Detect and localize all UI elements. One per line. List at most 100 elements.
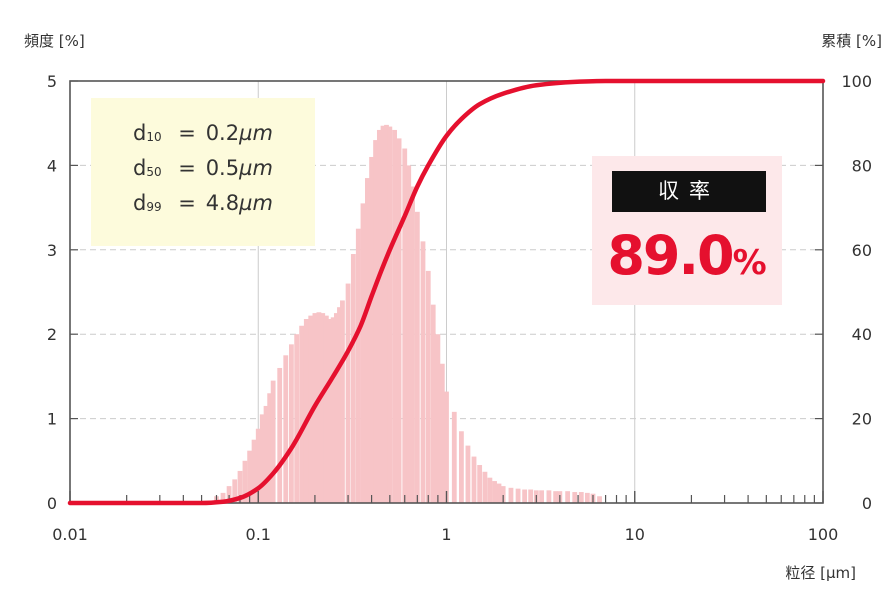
- frequency-bar: [410, 186, 415, 503]
- frequency-bar: [387, 126, 393, 504]
- y-left-tick-label: 2: [47, 325, 57, 344]
- frequency-bar: [267, 393, 273, 503]
- frequency-bar: [237, 470, 243, 503]
- frequency-bar: [487, 477, 493, 503]
- frequency-bar: [251, 439, 257, 503]
- x-tick-label: 1: [441, 525, 451, 544]
- y-right-tick-label: 20: [852, 410, 872, 429]
- frequency-bar: [247, 450, 253, 503]
- yield-title: 収率: [612, 171, 766, 212]
- frequency-bar: [263, 405, 269, 503]
- frequency-bar: [384, 124, 389, 503]
- frequency-bar: [242, 460, 248, 503]
- frequency-bar: [492, 481, 497, 503]
- x-tick-label: 10: [625, 525, 645, 544]
- frequency-bar: [528, 489, 534, 503]
- frequency-bar: [584, 492, 590, 503]
- frequency-bar: [350, 254, 356, 503]
- frequency-bar: [376, 129, 382, 503]
- x-axis-label: 粒径 [µm]: [785, 564, 856, 582]
- frequency-bar: [425, 270, 431, 503]
- frequency-bar: [471, 456, 477, 503]
- frequency-bar: [439, 363, 445, 503]
- frequency-bar: [396, 138, 402, 503]
- frequency-bar: [333, 313, 339, 503]
- frequency-bar: [392, 129, 397, 503]
- y-right-tick-label: 40: [852, 325, 872, 344]
- frequency-bar: [482, 471, 488, 503]
- frequency-bar: [465, 445, 471, 503]
- frequency-bar: [597, 496, 602, 503]
- x-tick-label: 0.01: [52, 525, 88, 544]
- frequency-bar: [316, 312, 322, 503]
- frequency-bar: [459, 431, 464, 503]
- frequency-bar: [277, 367, 283, 503]
- particle-size-stats: d10 = 0.2µm d50 = 0.5µm d99 = 4.8µm: [91, 98, 315, 246]
- frequency-bar: [232, 479, 238, 503]
- frequency-bar: [578, 492, 584, 503]
- frequency-bar: [299, 325, 305, 503]
- frequency-bar: [220, 492, 226, 503]
- y-axis-right-label: 累積 [%]: [821, 32, 882, 50]
- y-left-tick-label: 1: [47, 410, 57, 429]
- frequency-bar: [451, 411, 457, 503]
- y-left-tick-label: 5: [47, 72, 57, 91]
- frequency-bar: [294, 334, 300, 503]
- y-right-tick-label: 80: [852, 156, 872, 175]
- frequency-bar: [303, 319, 309, 503]
- yield-box: 収率 89.0%: [592, 156, 782, 305]
- cumulative-curve: [67, 78, 826, 506]
- frequency-bar: [515, 488, 521, 503]
- frequency-bar: [522, 489, 528, 503]
- frequency-bar: [539, 490, 544, 503]
- frequency-bar: [327, 319, 333, 503]
- frequency-bar: [500, 486, 506, 503]
- frequency-bar: [546, 490, 552, 503]
- frequency-bar: [508, 487, 514, 503]
- frequency-bar: [330, 317, 336, 503]
- frequency-bar: [565, 491, 571, 503]
- frequency-bar: [226, 486, 232, 503]
- stat-d50: d50 = 0.5µm: [133, 156, 273, 180]
- stat-d99: d99 = 4.8µm: [133, 191, 273, 215]
- stat-d10: d10 = 0.2µm: [133, 121, 273, 145]
- frequency-bar: [420, 241, 426, 504]
- frequency-bar: [435, 334, 441, 503]
- frequency-bar: [380, 125, 386, 504]
- frequency-bar: [255, 428, 261, 503]
- frequency-bar: [572, 492, 578, 503]
- yield-value: 89.0%: [607, 224, 767, 287]
- frequency-bar: [373, 140, 378, 503]
- frequency-bar: [406, 165, 412, 503]
- frequency-bar: [270, 380, 276, 503]
- frequency-bar: [369, 156, 374, 503]
- frequency-bar: [345, 283, 351, 503]
- frequency-bar: [323, 315, 329, 503]
- frequency-bar: [553, 491, 559, 503]
- frequency-bar: [320, 313, 326, 503]
- frequency-bar: [402, 148, 408, 503]
- y-axis-left-label: 頻度 [%]: [24, 32, 85, 50]
- frequency-bar: [340, 300, 345, 503]
- frequency-bar: [364, 178, 370, 503]
- frequency-bar: [477, 465, 483, 503]
- y-left-tick-label: 0: [47, 494, 57, 513]
- frequency-bar: [360, 203, 366, 503]
- frequency-bar: [496, 483, 502, 503]
- frequency-bar: [430, 304, 436, 503]
- frequency-bar: [414, 211, 420, 503]
- y-left-tick-label: 4: [47, 156, 57, 175]
- frequency-bar: [444, 391, 449, 503]
- y-right-tick-label: 0: [862, 494, 872, 513]
- x-tick-label: 100: [808, 525, 839, 544]
- y-right-tick-label: 60: [852, 241, 872, 260]
- frequency-bar: [355, 228, 361, 503]
- frequency-bar: [288, 344, 294, 503]
- tick-labels: 0.01 0.1 1 10 100 0 1 2 3 4 5 0 20 40 60 80 100: [47, 72, 872, 544]
- y-left-tick-label: 3: [47, 241, 57, 260]
- frequency-bar: [259, 414, 265, 503]
- frequency-bar: [283, 355, 289, 503]
- x-tick-label: 0.1: [246, 525, 271, 544]
- y-right-tick-label: 100: [841, 72, 872, 91]
